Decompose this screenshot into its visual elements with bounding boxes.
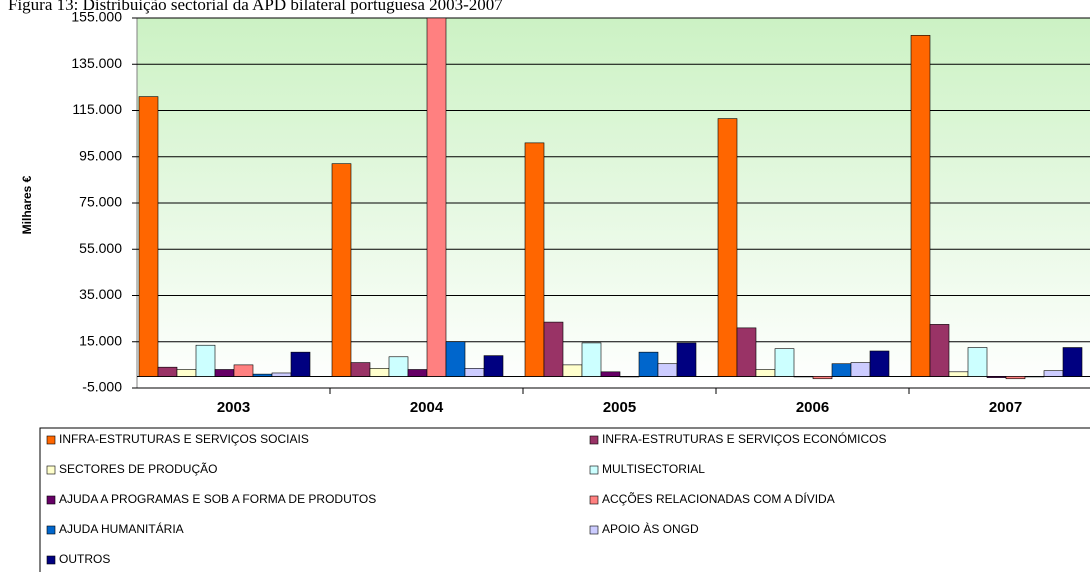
bar [483, 355, 504, 377]
bar [850, 362, 871, 377]
y-tick-label: 135.000 [71, 55, 122, 71]
bar [1005, 376, 1026, 380]
legend-swatch [46, 525, 56, 535]
x-tick-label: 2004 [410, 399, 444, 416]
bar [967, 347, 988, 377]
bar [812, 376, 833, 380]
bar [195, 344, 216, 377]
legend-label: AJUDA HUMANITÁRIA [59, 521, 184, 536]
legend-label: AJUDA A PROGRAMAS E SOB A FORMA DE PRODU… [59, 492, 376, 506]
legend-swatch [589, 525, 599, 535]
legend-box [39, 427, 1090, 572]
legend-swatch [46, 495, 56, 505]
legend-label: SECTORES DE PRODUÇÃO [59, 462, 217, 476]
bar [290, 351, 311, 377]
bar [350, 362, 371, 377]
bar [1043, 370, 1064, 377]
legend-swatch [46, 555, 56, 565]
y-axis-label: Milhares € [20, 175, 34, 234]
y-tick-label: -5.000 [82, 379, 122, 395]
legend-swatch [589, 435, 599, 445]
bar [252, 373, 273, 377]
y-tick-label: 35.000 [79, 286, 122, 302]
bar [638, 351, 659, 377]
bar [831, 363, 852, 377]
bar [717, 118, 738, 377]
bar [233, 364, 254, 377]
legend-label: INFRA-ESTRUTURAS E SERVIÇOS ECONÓMICOS [602, 431, 886, 446]
y-tick-label: 115.000 [72, 101, 122, 117]
bar [388, 356, 409, 377]
bar [736, 327, 757, 377]
y-tick-label: 95.000 [79, 147, 122, 163]
bar [1024, 376, 1045, 378]
legend-label: APOIO ÀS ONGD [602, 521, 699, 536]
bar [1062, 347, 1083, 377]
bar [214, 369, 235, 377]
legend-swatch [589, 465, 599, 475]
y-tick-label: 15.000 [79, 332, 122, 348]
legend-swatch [46, 465, 56, 475]
bar [138, 96, 159, 377]
legend-swatch [589, 495, 599, 505]
bar [543, 321, 564, 377]
legend-label: MULTISECTORIAL [602, 462, 705, 476]
bar [426, 17, 447, 377]
bar [600, 371, 621, 377]
bar [369, 368, 390, 377]
bar [869, 350, 890, 377]
x-tick-label: 2007 [989, 399, 1022, 416]
bar [407, 369, 428, 377]
bar [271, 372, 292, 377]
bar [986, 376, 1007, 378]
bar [676, 342, 697, 377]
x-tick-label: 2005 [603, 399, 636, 416]
legend-swatch [46, 435, 56, 445]
bar [445, 341, 466, 377]
legend-label: OUTROS [59, 552, 110, 566]
bar [464, 368, 485, 377]
bar [948, 371, 969, 377]
bar [331, 163, 352, 377]
bar [910, 35, 931, 377]
legend-label: INFRA-ESTRUTURAS E SERVIÇOS SOCIAIS [59, 432, 309, 446]
legend-label: ACÇÕES RELACIONADAS COM A DÍVIDA [602, 491, 835, 506]
bar [657, 363, 678, 377]
bar [929, 324, 950, 377]
bar [176, 369, 197, 377]
bar [157, 366, 178, 377]
y-tick-label: 55.000 [79, 240, 122, 256]
bar [755, 369, 776, 377]
x-tick-label: 2003 [217, 399, 250, 416]
bar [793, 376, 814, 378]
chart-title: Figura 13: Distribuição sectorial da APD… [8, 0, 503, 14]
bar [619, 376, 640, 378]
y-tick-label: 155.000 [71, 9, 122, 25]
y-tick-label: 75.000 [79, 194, 122, 210]
bar [562, 364, 583, 377]
bar [581, 342, 602, 377]
bar [524, 142, 545, 377]
bar [774, 348, 795, 377]
x-tick-label: 2006 [796, 399, 829, 416]
